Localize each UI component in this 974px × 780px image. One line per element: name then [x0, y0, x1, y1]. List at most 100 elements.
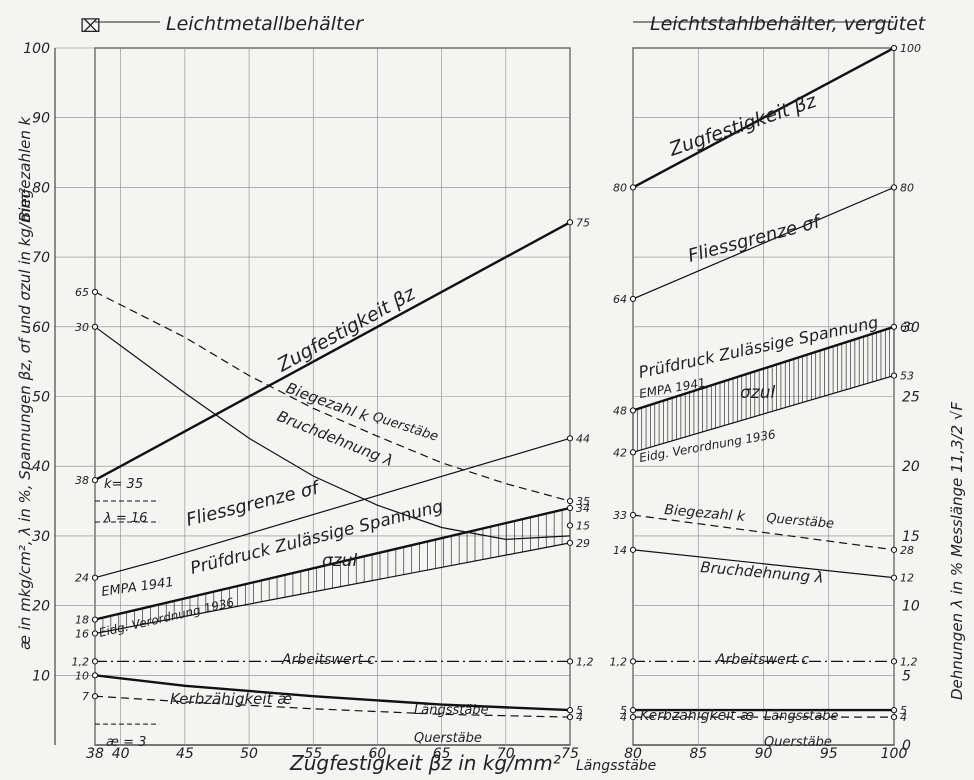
- dim-k: k= 35: [104, 477, 143, 492]
- left-series-5: [94, 542, 571, 635]
- right-point-marker: [890, 546, 898, 553]
- left-point-label: 34: [576, 502, 590, 515]
- left-point-marker: [91, 693, 99, 700]
- left-point-label: 35: [576, 495, 590, 508]
- left-point-marker: [566, 219, 574, 226]
- x-tick-label-left: 65: [433, 746, 451, 762]
- left-point-label: 44: [576, 432, 590, 445]
- right-point-marker: [629, 714, 637, 721]
- right-series-4: [632, 514, 895, 551]
- y-tick-label-right: 5: [902, 668, 911, 684]
- left-point-label: 7: [82, 690, 89, 703]
- label-arbeitswert-left: Arbeitswert c: [281, 652, 375, 668]
- right-series-1: [632, 186, 895, 300]
- right-point-label: 1,2: [610, 655, 628, 668]
- label-sigma-zul-right: σzul: [740, 383, 775, 403]
- right-point-marker: [629, 511, 637, 519]
- label-laengs-left: Längsstäbe: [414, 703, 489, 718]
- x-tick-label-left: 50: [240, 746, 258, 762]
- left-point-label: 65: [75, 286, 89, 299]
- y-tick-label-left: 60: [32, 320, 50, 336]
- left-point-marker: [566, 435, 574, 442]
- left-point-marker: [566, 522, 574, 529]
- left-point-marker: [91, 288, 99, 296]
- y-tick-label-right: 25: [902, 390, 920, 406]
- right-point-marker: [629, 707, 637, 714]
- x-tick-label-right: 80: [624, 746, 642, 762]
- left-point-marker: [91, 574, 99, 581]
- y-tick-label-right: 20: [902, 459, 920, 475]
- right-point-marker: [890, 574, 898, 581]
- left-point-label: 16: [75, 627, 89, 640]
- y-tick-label-right: 0: [902, 738, 911, 754]
- x-tick-label-left: 75: [561, 746, 579, 762]
- right-point-label: 4: [620, 711, 627, 724]
- right-point-marker: [629, 449, 637, 456]
- x-tick-label-left: 60: [369, 746, 387, 762]
- y-axis-label-left: æ in mkg/cm², λ in %, Spannungen βz, σf …: [16, 188, 34, 650]
- left-point-marker: [566, 539, 574, 546]
- y-axis-label-right: Dehnungen λ in % Messlänge 11,3/2 √F: [948, 402, 966, 700]
- y-tick-label-left: 70: [32, 250, 50, 266]
- y-tick-label-left: 20: [32, 599, 50, 615]
- dim-ae: æ = 3: [106, 735, 146, 750]
- header-right: Leichtstahlbehälter, vergütet: [650, 13, 927, 35]
- x-axis-note: Längsstäbe: [576, 758, 656, 774]
- right-series-3: [632, 375, 895, 453]
- left-point-marker: [566, 714, 574, 721]
- right-point-marker: [890, 44, 898, 52]
- right-point-marker: [890, 372, 898, 379]
- left-series-7: [94, 674, 571, 712]
- left-point-label: 18: [75, 614, 89, 627]
- y-tick-label-left: 30: [32, 529, 50, 545]
- left-point-label: 15: [576, 519, 590, 532]
- left-point-marker: [91, 672, 99, 679]
- right-point-marker: [629, 658, 637, 665]
- right-point-marker: [629, 546, 637, 553]
- x-axis-label: Zugfestigkeit βz in kg/mm²: [289, 751, 561, 775]
- y-tick-label-left: 50: [32, 390, 50, 406]
- label-kerb-right: Kerbzähigkeit æ: [640, 708, 754, 724]
- left-series-2: [94, 326, 571, 541]
- right-point-label: 5: [620, 704, 627, 717]
- x-tick-label-right: 95: [820, 746, 838, 762]
- x-tick-label-right: 90: [755, 746, 773, 762]
- left-point-label: 1,2: [72, 655, 90, 668]
- right-point-label: 60: [900, 321, 914, 334]
- left-series-4: [94, 506, 571, 621]
- right-point-label: 48: [613, 404, 627, 417]
- y-tick-label-left: 100: [23, 41, 50, 57]
- x-tick-label-right: 85: [689, 746, 707, 762]
- y-tick-label-left: 40: [32, 459, 50, 475]
- right-point-label: 64: [613, 293, 627, 306]
- left-point-marker: [566, 504, 574, 512]
- left-point-label: 75: [576, 216, 590, 229]
- right-point-marker: [629, 184, 637, 191]
- label-biegezahl-right: Biegezahl k: [664, 502, 747, 525]
- right-point-label: 53: [900, 370, 914, 383]
- left-point-label: 10: [75, 669, 89, 682]
- y-tick-label-left: 10: [32, 668, 50, 684]
- left-point-label: 4: [576, 711, 583, 724]
- right-series-5: [632, 549, 895, 579]
- label-laengs-right: Längsstäbe: [764, 709, 839, 724]
- right-point-label: 80: [613, 181, 627, 194]
- left-point-marker: [91, 616, 99, 623]
- right-point-label: 42: [613, 446, 627, 459]
- left-point-label: 30: [75, 321, 89, 334]
- right-point-label: 28: [900, 544, 914, 557]
- left-point-label: 38: [75, 474, 89, 487]
- left-series-3: [94, 437, 571, 579]
- y-tick-label-right: 15: [902, 529, 920, 545]
- left-point-label: 5: [576, 704, 583, 717]
- right-series-2: [632, 325, 895, 412]
- right-point-label: 33: [613, 509, 627, 522]
- right-point-marker: [629, 407, 637, 414]
- right-point-marker: [629, 295, 637, 303]
- header-marker: ⌧: [80, 16, 101, 37]
- y-tick-label-right: 10: [902, 599, 920, 615]
- right-series-0: [632, 46, 895, 189]
